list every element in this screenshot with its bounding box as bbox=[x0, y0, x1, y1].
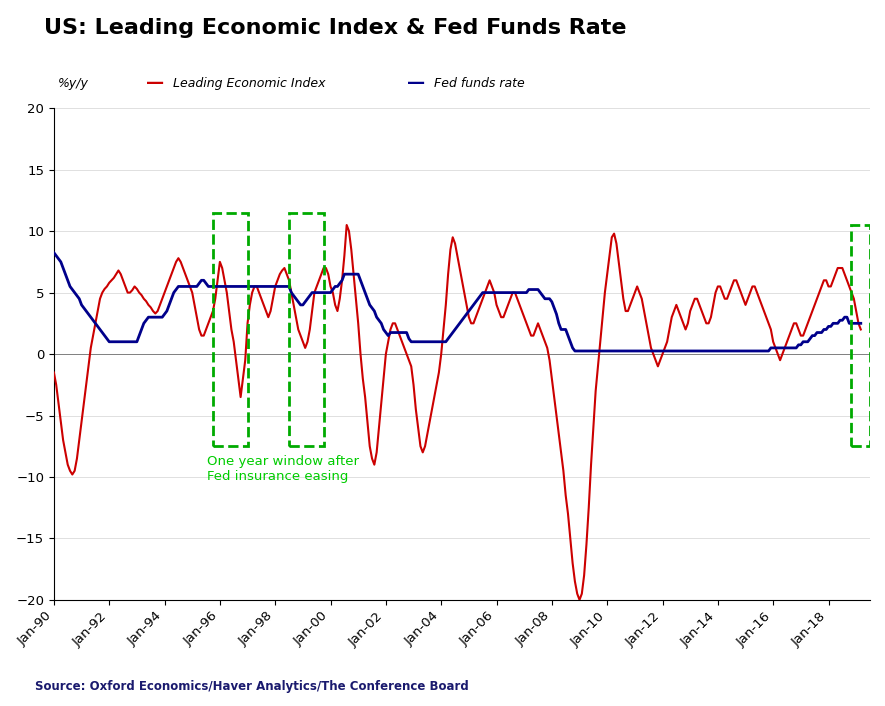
Bar bbox=[851, 225, 870, 446]
Text: %y/y: %y/y bbox=[58, 77, 88, 90]
Text: Leading Economic Index: Leading Economic Index bbox=[173, 77, 325, 90]
Text: One year window after
Fed insurance easing: One year window after Fed insurance easi… bbox=[207, 455, 359, 483]
Text: Source: Oxford Economics/Haver Analytics/The Conference Board: Source: Oxford Economics/Haver Analytics… bbox=[35, 681, 469, 693]
Text: —: — bbox=[146, 74, 164, 92]
Bar bbox=[213, 213, 248, 446]
Text: —: — bbox=[407, 74, 425, 92]
Bar bbox=[289, 213, 324, 446]
Text: Fed funds rate: Fed funds rate bbox=[434, 77, 525, 90]
Text: US: Leading Economic Index & Fed Funds Rate: US: Leading Economic Index & Fed Funds R… bbox=[44, 18, 627, 37]
